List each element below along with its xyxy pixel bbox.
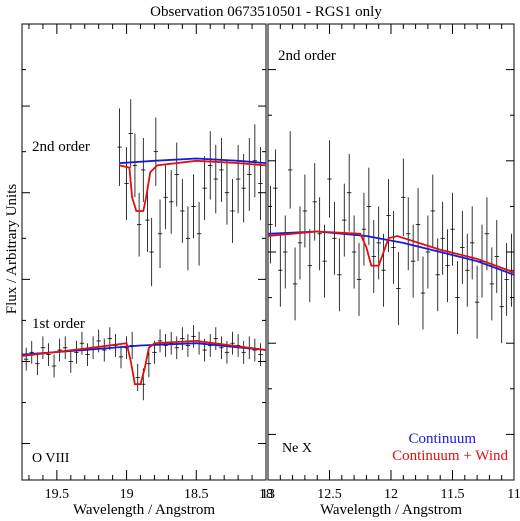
- continuum-model-line: [119, 157, 267, 164]
- wind-model-line: [21, 339, 267, 386]
- x-tick-label: 18: [259, 487, 273, 502]
- left-plot-area: [21, 99, 267, 401]
- left-panel-frame: [21, 23, 267, 481]
- x-tick-label: 19: [120, 487, 134, 502]
- right-plot-area: [267, 131, 515, 344]
- figure-title: Observation 0673510501 - RGS1 only: [150, 4, 382, 20]
- x-tick-label: 12: [384, 487, 398, 502]
- x-tick-label: 18.5: [184, 487, 209, 502]
- right-x-axis-label: Wavelength / Angstrom: [320, 502, 462, 518]
- x-tick-label: 13: [261, 487, 275, 502]
- right-upper-order-label: 2nd order: [278, 48, 336, 64]
- wind-model-line: [119, 159, 267, 212]
- y-axis-label: Flux / Arbitrary Units: [4, 184, 20, 315]
- right-x-ticks: 13 12.5 12 11.5 11: [261, 24, 520, 502]
- x-tick-label: 19.5: [45, 487, 70, 502]
- left-lower-order-label: 1st order: [32, 316, 85, 332]
- right-panel-frame: [267, 23, 515, 481]
- x-tick-label: 12.5: [317, 487, 342, 502]
- left-x-axis-label: Wavelength / Angstrom: [73, 502, 215, 518]
- x-tick-label: 11: [507, 487, 520, 502]
- legend-continuum-wind: Continuum + Wind: [392, 448, 508, 464]
- left-x-ticks: 19.5 19 18.5 18: [22, 24, 273, 502]
- wind-model-line: [267, 230, 515, 274]
- right-ion-label: Ne X: [282, 441, 312, 456]
- x-tick-label: 11.5: [441, 487, 465, 502]
- legend-continuum: Continuum: [408, 431, 476, 447]
- left-upper-order-label: 2nd order: [32, 139, 90, 155]
- left-ion-label: O VIII: [32, 451, 70, 466]
